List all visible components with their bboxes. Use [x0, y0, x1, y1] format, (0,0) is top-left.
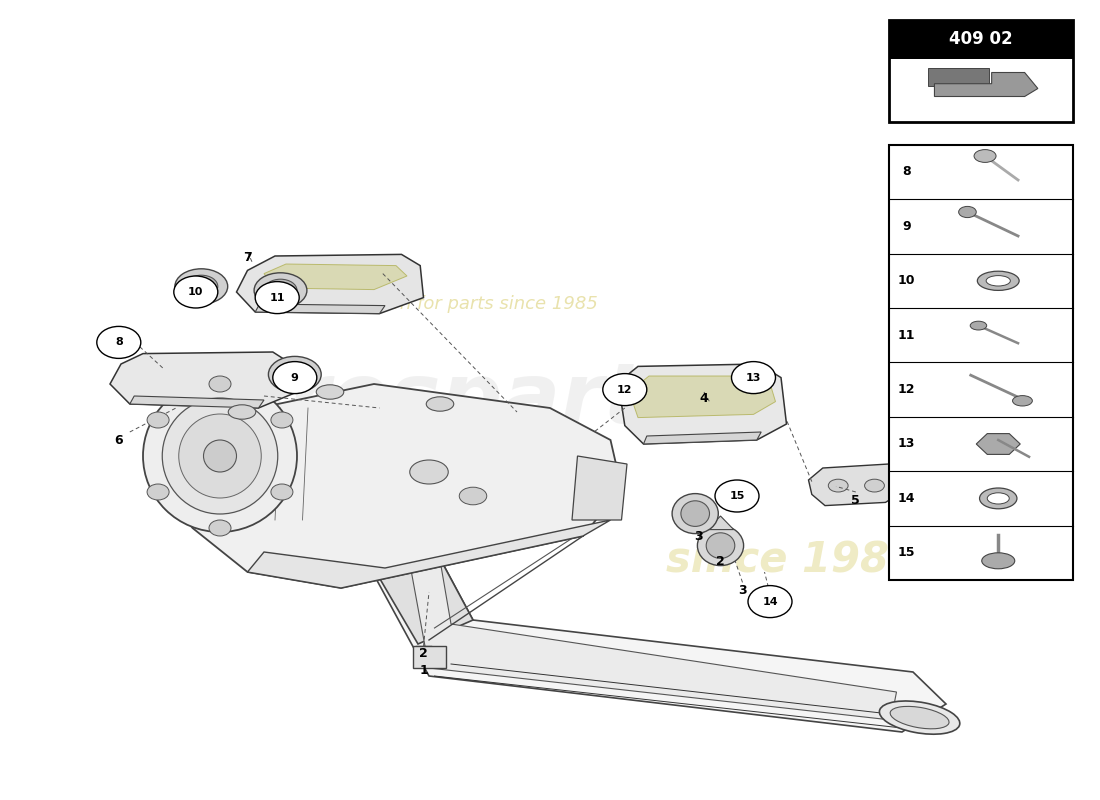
Ellipse shape [268, 357, 321, 392]
Ellipse shape [175, 269, 228, 304]
Ellipse shape [890, 706, 949, 729]
Text: 8: 8 [902, 166, 911, 178]
Text: 10: 10 [898, 274, 915, 287]
Text: 1: 1 [419, 664, 428, 677]
Text: 14: 14 [898, 492, 915, 505]
Ellipse shape [317, 385, 343, 399]
Polygon shape [236, 254, 424, 314]
Circle shape [209, 376, 231, 392]
Ellipse shape [460, 487, 486, 505]
Circle shape [748, 586, 792, 618]
Text: 7: 7 [243, 251, 252, 264]
Ellipse shape [1013, 395, 1033, 406]
Text: 3: 3 [738, 584, 747, 597]
Bar [889, 20, 1072, 122]
Ellipse shape [879, 701, 960, 734]
Text: 13: 13 [746, 373, 761, 382]
Text: 12: 12 [617, 385, 632, 394]
Text: eurospartes: eurospartes [169, 358, 755, 442]
Ellipse shape [979, 488, 1016, 509]
Ellipse shape [427, 397, 453, 411]
Circle shape [255, 282, 299, 314]
Ellipse shape [264, 279, 297, 302]
Text: 12: 12 [898, 383, 915, 396]
Circle shape [603, 374, 647, 406]
Ellipse shape [958, 206, 976, 218]
Circle shape [209, 520, 231, 536]
Ellipse shape [981, 553, 1014, 569]
Ellipse shape [254, 273, 307, 308]
Text: 2: 2 [716, 555, 725, 568]
Ellipse shape [970, 321, 987, 330]
Text: 10: 10 [188, 287, 204, 297]
Ellipse shape [185, 275, 218, 298]
Polygon shape [324, 456, 946, 732]
Text: 2: 2 [419, 647, 428, 660]
Polygon shape [707, 516, 734, 530]
Text: 13: 13 [898, 438, 915, 450]
Text: 8: 8 [114, 338, 123, 347]
Polygon shape [977, 434, 1021, 454]
Polygon shape [255, 304, 385, 314]
Text: 3: 3 [694, 530, 703, 542]
Circle shape [97, 326, 141, 358]
Polygon shape [324, 456, 473, 644]
Ellipse shape [978, 271, 1020, 290]
Text: 11: 11 [898, 329, 915, 342]
Ellipse shape [204, 440, 236, 472]
Polygon shape [248, 520, 610, 588]
Circle shape [732, 362, 775, 394]
Ellipse shape [988, 493, 1010, 504]
Polygon shape [170, 384, 621, 588]
Circle shape [147, 412, 169, 428]
Circle shape [715, 480, 759, 512]
Text: 15: 15 [729, 491, 745, 501]
Polygon shape [629, 376, 776, 418]
Polygon shape [927, 68, 990, 86]
Polygon shape [412, 646, 446, 668]
Ellipse shape [178, 414, 262, 498]
Text: 14: 14 [762, 597, 778, 606]
Text: 409 02: 409 02 [949, 30, 1012, 48]
Text: 9: 9 [290, 373, 299, 382]
Bar [889, 145, 1072, 580]
Text: 5: 5 [851, 494, 860, 506]
Text: 4: 4 [700, 392, 708, 405]
Polygon shape [396, 464, 896, 720]
Circle shape [271, 412, 293, 428]
Ellipse shape [163, 398, 277, 514]
Polygon shape [644, 432, 761, 444]
Circle shape [174, 276, 218, 308]
Ellipse shape [828, 479, 848, 492]
Ellipse shape [697, 526, 744, 566]
Circle shape [147, 484, 169, 500]
Polygon shape [264, 264, 407, 290]
Polygon shape [808, 464, 902, 506]
Ellipse shape [143, 380, 297, 532]
Ellipse shape [409, 460, 449, 484]
Text: 11: 11 [270, 293, 285, 302]
Ellipse shape [672, 494, 718, 534]
Ellipse shape [277, 362, 312, 386]
Polygon shape [934, 73, 1037, 97]
Ellipse shape [681, 501, 710, 526]
Ellipse shape [986, 275, 1010, 286]
Ellipse shape [975, 150, 997, 162]
Polygon shape [572, 456, 627, 520]
Ellipse shape [865, 479, 884, 492]
Polygon shape [618, 364, 786, 444]
Text: 6: 6 [114, 434, 123, 446]
Circle shape [273, 362, 317, 394]
Polygon shape [130, 396, 264, 408]
Text: a passion for parts since 1985: a passion for parts since 1985 [326, 295, 598, 313]
Text: since 1985: since 1985 [666, 539, 918, 581]
Text: 9: 9 [902, 220, 911, 233]
Circle shape [271, 484, 293, 500]
Ellipse shape [229, 405, 255, 419]
Ellipse shape [706, 533, 735, 558]
Bar [889, 20, 1072, 58]
Text: 15: 15 [898, 546, 915, 559]
Polygon shape [110, 352, 297, 408]
